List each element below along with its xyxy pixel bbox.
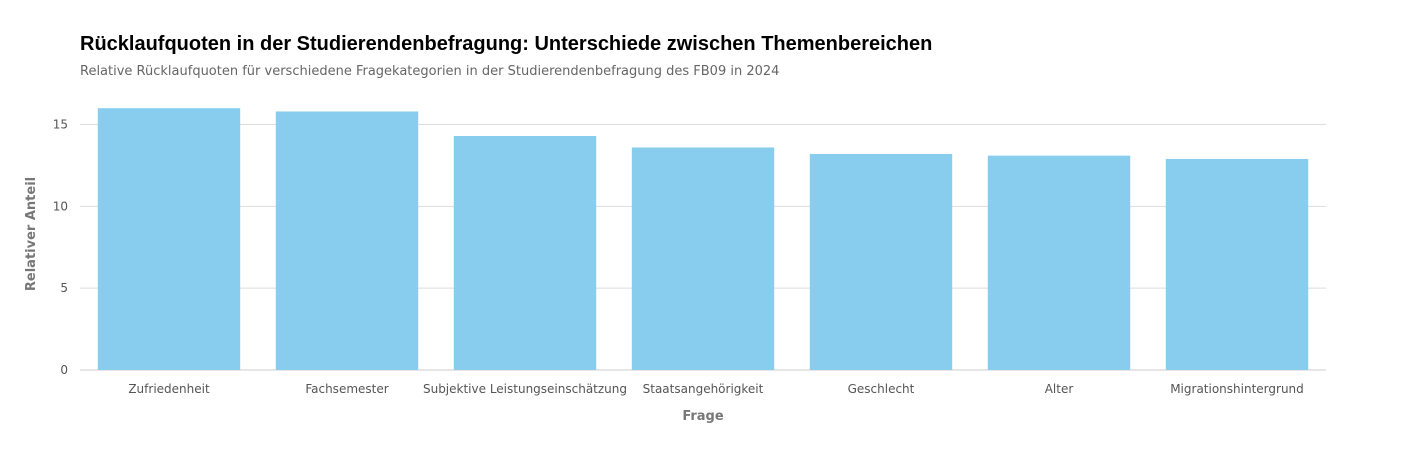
bar[interactable] bbox=[987, 155, 1131, 370]
y-tick-label: 15 bbox=[53, 118, 68, 132]
x-tick-label: Fachsemester bbox=[305, 382, 388, 396]
x-tick-label: Subjektive Leistungseinschätzung bbox=[423, 382, 627, 396]
y-tick-label: 0 bbox=[60, 363, 68, 377]
x-tick-label: Alter bbox=[1045, 382, 1074, 396]
x-tick-label: Geschlecht bbox=[848, 382, 915, 396]
x-tick-label: Migrationshintergrund bbox=[1170, 382, 1304, 396]
bar[interactable] bbox=[1165, 158, 1309, 370]
chart-subtitle: Relative Rücklaufquoten für verschiedene… bbox=[80, 64, 779, 79]
bar[interactable] bbox=[97, 108, 241, 370]
x-axis-ticks: Zufriedenheit Fachsemester Subjektive Leis… bbox=[128, 382, 1303, 396]
bars bbox=[97, 108, 1309, 371]
bar[interactable] bbox=[809, 154, 953, 370]
bar[interactable] bbox=[631, 147, 775, 370]
y-axis-title: Relativer Anteil bbox=[24, 177, 39, 291]
x-tick-label: Staatsangehörigkeit bbox=[643, 382, 764, 396]
y-axis-ticks: 0 5 10 15 bbox=[53, 118, 68, 377]
x-axis-title: Frage bbox=[682, 409, 724, 424]
y-tick-label: 10 bbox=[53, 199, 68, 213]
y-tick-label: 5 bbox=[60, 281, 68, 295]
x-tick-label: Zufriedenheit bbox=[128, 382, 210, 396]
bar[interactable] bbox=[275, 111, 419, 371]
bar[interactable] bbox=[453, 136, 597, 370]
chart-title: Rücklaufquoten in der Studierendenbefrag… bbox=[80, 33, 932, 55]
